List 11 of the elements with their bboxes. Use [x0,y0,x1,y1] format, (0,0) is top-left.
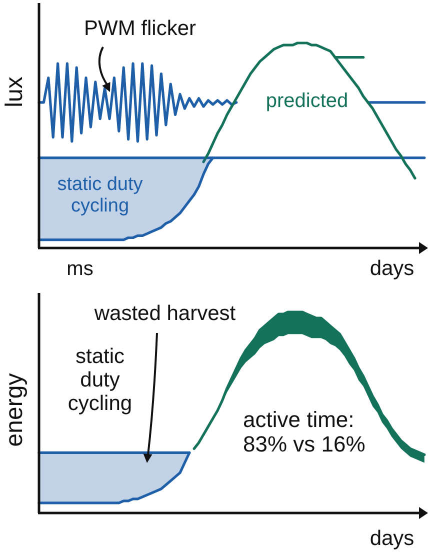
x-axis-title: days [370,527,414,550]
annotation: static duty cycling [68,345,132,416]
x-axis-title: days [370,257,414,280]
y-axis-title: lux [1,76,28,108]
text: PWM flicker [84,17,196,40]
annotation: wasted harvest [93,302,236,325]
text: ms [66,258,94,280]
y-axis-title: energy [1,373,28,447]
annotation: active time: 83% vs 16% [243,407,366,457]
series-label: predicted [266,90,348,112]
series-label: static duty cycling [57,174,144,216]
